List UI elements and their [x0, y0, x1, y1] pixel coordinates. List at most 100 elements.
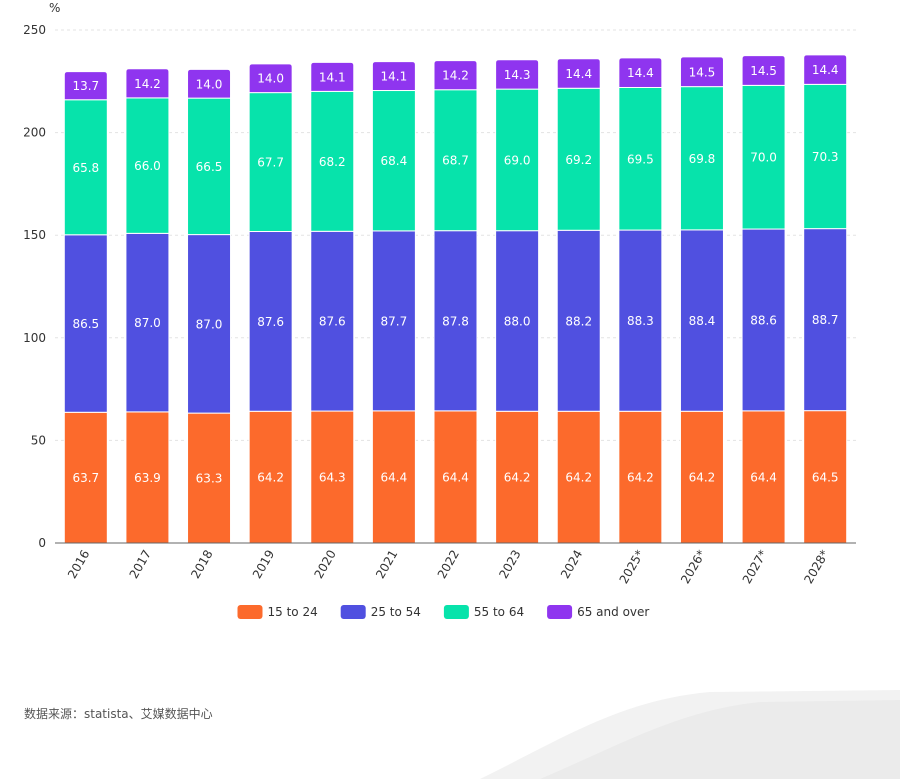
data-label: 14.4	[627, 66, 654, 80]
data-label: 88.6	[750, 313, 777, 327]
legend-swatch	[237, 605, 263, 619]
bar-segment	[495, 88, 540, 232]
data-label: 69.2	[565, 153, 592, 167]
bar-segment	[63, 71, 108, 101]
bar-segment	[495, 230, 540, 412]
x-tick-label: 2020	[311, 548, 338, 581]
data-label: 87.8	[442, 314, 469, 328]
data-label: 64.4	[381, 470, 408, 484]
data-label: 66.5	[196, 160, 223, 174]
data-label: 14.1	[319, 70, 346, 84]
bar-segment	[433, 60, 478, 91]
data-label: 68.7	[442, 154, 469, 168]
bar-segment	[371, 61, 416, 92]
legend-label: 65 and over	[577, 605, 649, 619]
data-label: 65.8	[72, 161, 99, 175]
x-tick-label: 2018	[188, 548, 215, 581]
data-label: 14.1	[381, 70, 408, 84]
data-label: 68.2	[319, 155, 346, 169]
data-label: 14.4	[565, 67, 592, 81]
bar-segment	[495, 410, 540, 544]
data-label: 87.6	[319, 315, 346, 329]
bar-segment	[679, 410, 724, 544]
bar-segment	[248, 92, 293, 233]
bar-segment	[125, 232, 170, 413]
data-label: 14.3	[504, 68, 531, 82]
data-label: 64.3	[319, 471, 346, 485]
data-label: 13.7	[72, 79, 99, 93]
data-label: 69.0	[504, 153, 531, 167]
bar-segment	[371, 410, 416, 544]
data-label: 68.4	[381, 154, 408, 168]
data-label: 14.2	[134, 77, 161, 91]
bar-segment	[187, 97, 232, 236]
bar-segment	[556, 58, 601, 89]
x-tick-label: 2021	[373, 548, 400, 581]
bar-segment	[741, 55, 786, 86]
data-label: 88.4	[689, 314, 716, 328]
data-label: 70.3	[812, 150, 839, 164]
x-tick-label: 2023	[496, 548, 523, 581]
bar-segment	[741, 228, 786, 412]
data-label: 64.2	[627, 471, 654, 485]
bar-segment	[679, 229, 724, 412]
y-unit-label: %	[49, 1, 60, 15]
data-label: 64.2	[565, 471, 592, 485]
data-label: 14.5	[750, 64, 777, 78]
bar-segment	[618, 86, 663, 231]
data-label: 88.7	[812, 313, 839, 327]
data-label: 88.3	[627, 314, 654, 328]
data-label: 87.0	[134, 316, 161, 330]
bar-segment	[433, 89, 478, 232]
data-label: 88.2	[565, 314, 592, 328]
x-tick-label: 2017	[127, 548, 154, 581]
data-label: 64.2	[504, 471, 531, 485]
x-tick-label: 2016	[65, 548, 92, 581]
y-tick-label: 250	[23, 23, 46, 37]
data-label: 14.2	[442, 69, 469, 83]
bar-segment	[125, 68, 170, 99]
data-label: 87.7	[381, 314, 408, 328]
x-tick-label: 2028*	[801, 548, 831, 587]
bar-segment	[248, 63, 293, 94]
data-label: 86.5	[72, 317, 99, 331]
data-label: 64.4	[750, 470, 777, 484]
data-label: 70.0	[750, 151, 777, 165]
bar-segment	[248, 410, 293, 544]
y-tick-label: 100	[23, 331, 46, 345]
data-label: 14.4	[812, 63, 839, 77]
bar-segment	[556, 87, 601, 231]
x-tick-label: 2019	[250, 548, 277, 581]
y-tick-label: 0	[38, 536, 46, 550]
data-label: 69.5	[627, 152, 654, 166]
bar-segment	[248, 231, 293, 412]
y-tick-label: 50	[31, 433, 46, 447]
data-label: 14.0	[196, 77, 223, 91]
data-label: 14.5	[689, 65, 716, 79]
bar-segment	[433, 230, 478, 412]
legend-swatch	[547, 605, 573, 619]
x-tick-label: 2025*	[617, 548, 647, 587]
bar-segment	[618, 229, 663, 412]
decorative-wave	[480, 690, 900, 779]
x-tick-label: 2022	[435, 548, 462, 581]
bar-segment	[433, 410, 478, 544]
bar-segment	[803, 83, 848, 230]
bar-segment	[63, 234, 108, 413]
data-label: 63.7	[72, 471, 99, 485]
data-label: 87.0	[196, 317, 223, 331]
bar-segment	[187, 234, 232, 414]
bar-segment	[803, 54, 848, 85]
x-tick-label: 2024	[558, 548, 585, 581]
bar-segment	[310, 61, 355, 92]
legend-label: 55 to 64	[474, 605, 524, 619]
data-label: 64.2	[689, 471, 716, 485]
data-label: 69.8	[689, 152, 716, 166]
data-label: 88.0	[504, 314, 531, 328]
bar-segment	[310, 90, 355, 232]
legend-label: 25 to 54	[371, 605, 421, 619]
bar-segment	[310, 230, 355, 412]
bar-segment	[679, 86, 724, 231]
bar-segment	[495, 59, 540, 90]
